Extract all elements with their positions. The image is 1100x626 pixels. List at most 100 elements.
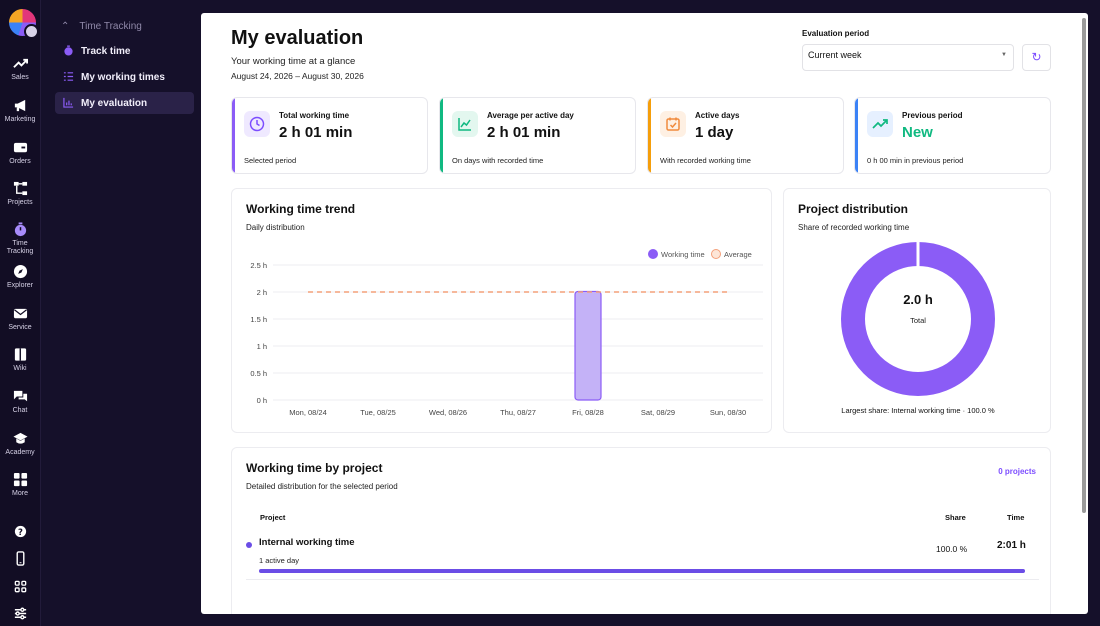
rail-item-sales[interactable]: Sales — [0, 56, 40, 82]
period-select[interactable]: Current week ▼ — [802, 44, 1014, 71]
stat-card-average: Average per active day 2 h 01 min On day… — [439, 97, 636, 174]
row-divider — [246, 579, 1039, 580]
rail-label: Sales — [11, 74, 29, 81]
x-tick-label: Wed, 08/26 — [429, 408, 467, 417]
rail-label: Explorer — [6, 282, 34, 289]
rail-item-more[interactable]: More — [0, 472, 40, 498]
card-value: 1 day — [695, 124, 734, 141]
card-accent-bar — [232, 98, 235, 173]
card-note: 0 h 00 min in previous period — [867, 156, 964, 165]
x-tick-label: Sun, 08/30 — [710, 408, 746, 417]
y-tick-label: 1 h — [257, 342, 267, 351]
rail-label: Service — [8, 324, 32, 331]
stat-card-total: Total working time 2 h 01 min Selected p… — [231, 97, 428, 174]
donut-center-label: Total — [910, 316, 926, 325]
trend-chart: 0 h 0.5 h 1 h 1.5 h 2 h 2.5 h Mon, 08/24 Tue, 0… — [250, 261, 763, 417]
card-title: Previous period — [902, 111, 963, 120]
trend-title: Working time trend — [246, 202, 356, 216]
projects-subtitle: Detailed distribution for the selected p… — [246, 482, 398, 491]
legend-working-time[interactable]: Working time — [648, 249, 705, 259]
refresh-icon: ↻ — [1031, 50, 1042, 64]
rail-item-chat[interactable]: Chat — [0, 389, 40, 415]
legend-average[interactable]: Average — [711, 249, 752, 259]
network-icon — [0, 181, 40, 197]
col-header-project[interactable]: Project — [260, 513, 286, 522]
trending-up-icon — [0, 56, 40, 72]
menu-item-label: My evaluation — [81, 97, 148, 109]
rail-label: Chat — [12, 407, 28, 414]
rail-item-academy[interactable]: Academy — [0, 431, 40, 457]
menu-item-label: Track time — [81, 45, 131, 57]
page-subtitle: Your working time at a glance — [231, 56, 356, 67]
card-value: 2 h 01 min — [487, 124, 561, 141]
rail-item-orders[interactable]: Orders — [0, 140, 40, 166]
legend-swatch — [648, 249, 658, 259]
rail-label: More — [12, 490, 28, 497]
col-header-time[interactable]: Time — [1007, 513, 1025, 522]
clock-icon — [244, 111, 270, 137]
refresh-button[interactable]: ↻ — [1022, 44, 1051, 71]
card-note: Selected period — [244, 156, 297, 165]
app-rail: Sales Marketing Orders Projects Time Tra… — [0, 0, 41, 626]
rail-item-explorer[interactable]: Explorer — [0, 264, 40, 290]
stat-card-active-days: Active days 1 day With recorded working … — [647, 97, 844, 174]
y-tick-label: 0.5 h — [250, 369, 267, 378]
project-name: Internal working time — [259, 537, 355, 548]
date-range: August 24, 2026 – August 30, 2026 — [231, 71, 364, 81]
apps-icon — [0, 579, 40, 595]
distribution-panel: Project distribution Share of recorded w… — [783, 188, 1051, 433]
menu-item-track-time[interactable]: Track time — [55, 40, 194, 62]
period-value: Current week — [808, 50, 862, 60]
rail-label: Orders — [9, 158, 31, 165]
time-tracking-menu: ⌃ Time Tracking Track time My working ti… — [41, 0, 201, 626]
card-title: Average per active day — [487, 111, 574, 120]
x-tick-label: Sat, 08/29 — [641, 408, 675, 417]
x-tick-label: Mon, 08/24 — [289, 408, 327, 417]
svg-text:?: ? — [18, 527, 23, 537]
menu-section-title: Time Tracking — [79, 20, 142, 32]
stopwatch-icon — [0, 222, 40, 238]
main-content: My evaluation Your working time at a gla… — [201, 13, 1088, 614]
y-tick-label: 1.5 h — [250, 315, 267, 324]
trend-panel: Working time trend Daily distribution Wo… — [231, 188, 772, 433]
menu-item-my-working-times[interactable]: My working times — [55, 66, 194, 88]
projects-count-link[interactable]: 0 projects — [998, 467, 1036, 476]
bar-chart-icon — [55, 97, 81, 109]
scrollbar[interactable] — [1082, 18, 1086, 513]
grid-icon — [0, 472, 40, 488]
y-tick-label: 0 h — [257, 396, 267, 405]
card-value: New — [902, 124, 933, 141]
col-header-share[interactable]: Share — [945, 513, 966, 522]
rail-item-wiki[interactable]: Wiki — [0, 347, 40, 373]
x-tick-label: Thu, 08/27 — [500, 408, 536, 417]
legend-label: Working time — [661, 249, 705, 259]
menu-item-my-evaluation[interactable]: My evaluation — [55, 92, 194, 114]
project-progress-track — [259, 569, 1025, 573]
card-accent-bar — [648, 98, 651, 173]
rail-item-time-tracking[interactable]: Time Tracking — [0, 222, 40, 256]
rail-item-marketing[interactable]: Marketing — [0, 98, 40, 124]
sliders-icon — [0, 606, 40, 622]
stat-card-previous: Previous period New 0 h 00 min in previo… — [854, 97, 1051, 174]
rail-item-projects[interactable]: Projects — [0, 181, 40, 207]
help-button[interactable]: ? — [0, 524, 40, 540]
project-progress-fill — [259, 569, 1025, 573]
donut-footer: Largest share: Internal working time · 1… — [841, 406, 995, 415]
rail-label: Time — [12, 240, 28, 247]
phone-icon — [0, 551, 40, 567]
wallet-icon — [0, 140, 40, 156]
caret-down-icon: ▼ — [1001, 52, 1007, 58]
avatar[interactable] — [24, 24, 39, 39]
card-title: Active days — [695, 111, 740, 120]
app-logo[interactable] — [9, 9, 39, 39]
legend-swatch — [711, 249, 721, 259]
x-tick-label: Tue, 08/25 — [360, 408, 396, 417]
mail-icon — [0, 306, 40, 322]
card-title: Total working time — [279, 111, 350, 120]
apps-button[interactable] — [0, 579, 40, 595]
mobile-button[interactable] — [0, 551, 40, 567]
rail-item-service[interactable]: Service — [0, 306, 40, 332]
settings-button[interactable] — [0, 606, 40, 622]
y-tick-label: 2 h — [257, 288, 267, 297]
menu-section-header[interactable]: ⌃ Time Tracking — [61, 18, 142, 34]
